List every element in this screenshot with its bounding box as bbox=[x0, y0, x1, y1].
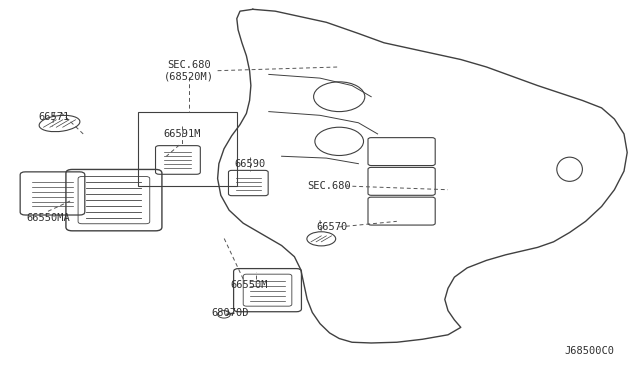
Text: J68500C0: J68500C0 bbox=[564, 346, 614, 356]
Text: 66550M: 66550M bbox=[230, 280, 268, 289]
Text: SEC.680
(68520M): SEC.680 (68520M) bbox=[164, 60, 214, 81]
Text: 66591M: 66591M bbox=[164, 129, 201, 139]
Text: 68070D: 68070D bbox=[211, 308, 249, 318]
Bar bbox=[138, 112, 237, 186]
Text: 66571: 66571 bbox=[39, 112, 70, 122]
Text: 66550MA: 66550MA bbox=[26, 213, 70, 222]
Text: SEC.680: SEC.680 bbox=[307, 181, 351, 191]
Text: 66570: 66570 bbox=[317, 222, 348, 232]
Text: 66590: 66590 bbox=[234, 159, 265, 169]
